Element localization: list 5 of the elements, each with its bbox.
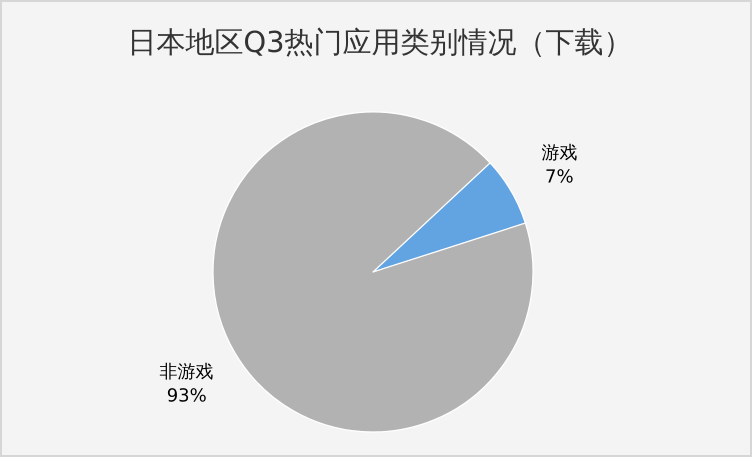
data-label: 93%	[166, 385, 207, 406]
data-label: 7%	[545, 166, 574, 188]
slice-label: 非游戏	[160, 361, 214, 382]
chart-title: 日本地区Q3热门应用类别情况（下载）	[127, 25, 633, 59]
slice-label: 游戏	[541, 142, 578, 164]
